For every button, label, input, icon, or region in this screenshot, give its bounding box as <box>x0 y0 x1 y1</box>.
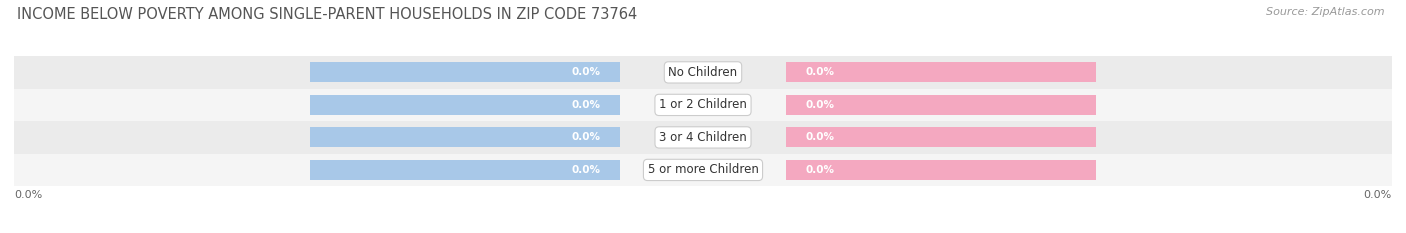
Text: 0.0%: 0.0% <box>14 190 42 200</box>
Text: Source: ZipAtlas.com: Source: ZipAtlas.com <box>1267 7 1385 17</box>
Text: No Children: No Children <box>668 66 738 79</box>
Text: INCOME BELOW POVERTY AMONG SINGLE-PARENT HOUSEHOLDS IN ZIP CODE 73764: INCOME BELOW POVERTY AMONG SINGLE-PARENT… <box>17 7 637 22</box>
Bar <box>14 154 1392 186</box>
Text: 1 or 2 Children: 1 or 2 Children <box>659 98 747 111</box>
Bar <box>14 89 1392 121</box>
Bar <box>786 127 1095 147</box>
Text: 0.0%: 0.0% <box>571 100 600 110</box>
Text: 0.0%: 0.0% <box>571 132 600 142</box>
Text: 3 or 4 Children: 3 or 4 Children <box>659 131 747 144</box>
Text: 0.0%: 0.0% <box>806 100 835 110</box>
Text: 0.0%: 0.0% <box>571 165 600 175</box>
Text: 5 or more Children: 5 or more Children <box>648 163 758 176</box>
Bar <box>14 56 1392 89</box>
Bar <box>786 160 1095 180</box>
Bar <box>311 62 620 82</box>
Bar <box>311 160 620 180</box>
Text: 0.0%: 0.0% <box>806 132 835 142</box>
Bar <box>786 95 1095 115</box>
Text: 0.0%: 0.0% <box>806 165 835 175</box>
Text: 0.0%: 0.0% <box>1364 190 1392 200</box>
Bar <box>786 62 1095 82</box>
Text: 0.0%: 0.0% <box>571 67 600 77</box>
Bar <box>311 95 620 115</box>
Bar <box>311 127 620 147</box>
Bar <box>14 121 1392 154</box>
Text: 0.0%: 0.0% <box>806 67 835 77</box>
